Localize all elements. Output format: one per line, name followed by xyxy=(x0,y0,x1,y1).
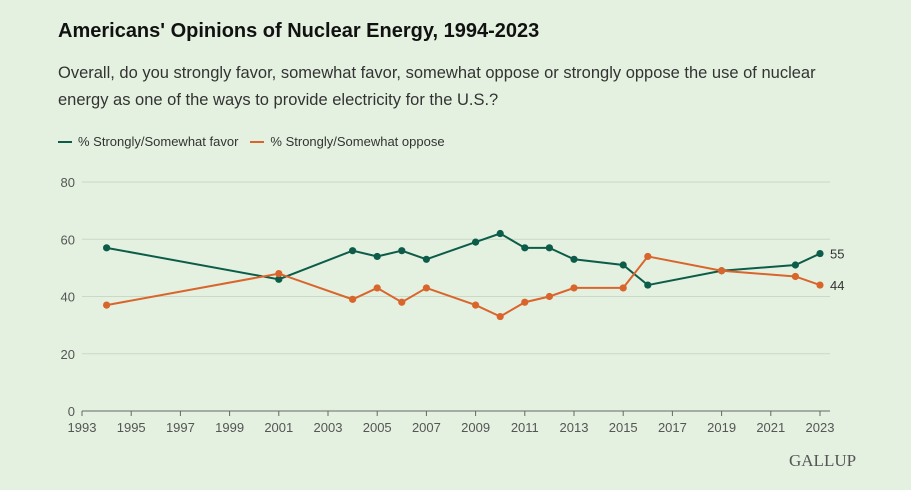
data-point-favor xyxy=(349,247,357,255)
legend-swatch-favor xyxy=(58,140,72,143)
x-tick-label: 2011 xyxy=(511,420,539,435)
x-tick-label: 2003 xyxy=(314,420,343,435)
data-point-oppose xyxy=(349,295,357,303)
data-point-favor xyxy=(373,252,381,261)
legend-item-favor: % Strongly/Somewhat favor xyxy=(58,134,238,149)
data-point-oppose xyxy=(472,301,480,309)
x-tick-label: 2019 xyxy=(707,420,736,435)
x-tick-label: 2001 xyxy=(264,420,293,435)
end-label-oppose: 44 xyxy=(830,278,844,293)
y-tick-label: 20 xyxy=(61,347,75,362)
data-point-oppose xyxy=(373,284,381,292)
x-tick-label: 2007 xyxy=(412,420,441,435)
y-tick-label: 60 xyxy=(61,232,75,247)
data-point-favor xyxy=(103,244,111,252)
x-tick-label: 1995 xyxy=(117,420,146,435)
x-tick-label: 2021 xyxy=(756,420,785,435)
data-point-favor xyxy=(472,238,480,246)
data-point-favor xyxy=(545,244,554,252)
series-line-favor xyxy=(106,232,821,287)
data-point-oppose xyxy=(398,298,406,306)
data-point-favor xyxy=(619,261,627,269)
x-tick-label: 2005 xyxy=(363,420,392,435)
chart-title: Americans' Opinions of Nuclear Energy, 1… xyxy=(58,20,540,42)
data-point-oppose xyxy=(103,301,111,309)
x-tick-label: 1997 xyxy=(166,420,195,435)
data-point-favor xyxy=(816,249,824,258)
chart-subtitle: Overall, do you strongly favor, somewhat… xyxy=(58,64,816,109)
data-point-oppose xyxy=(718,267,726,275)
series-line-oppose xyxy=(106,255,821,318)
legend: % Strongly/Somewhat favor % Strongly/Som… xyxy=(58,134,445,149)
legend-label-favor: % Strongly/Somewhat favor xyxy=(78,134,239,149)
legend-label-oppose: % Strongly/Somewhat oppose xyxy=(270,134,445,149)
x-tick-label: 1993 xyxy=(68,420,97,435)
y-tick-label: 80 xyxy=(61,175,75,190)
data-point-favor xyxy=(496,229,504,238)
data-point-oppose xyxy=(422,284,430,292)
data-point-oppose xyxy=(545,292,554,301)
data-point-favor xyxy=(521,244,529,252)
end-label-favor: 55 xyxy=(830,247,844,262)
data-point-favor xyxy=(570,255,578,263)
data-point-favor xyxy=(422,255,430,263)
legend-swatch-oppose xyxy=(250,140,265,143)
data-point-oppose xyxy=(644,252,652,261)
x-tick-label: 1999 xyxy=(215,420,244,435)
data-point-oppose xyxy=(275,270,283,278)
data-point-oppose xyxy=(791,272,800,281)
legend-item-oppose: % Strongly/Somewhat oppose xyxy=(250,134,445,149)
gallup-logo: GALLUP xyxy=(789,451,857,470)
data-point-oppose xyxy=(619,284,627,292)
data-point-favor xyxy=(275,275,283,283)
y-tick-label: 0 xyxy=(68,404,75,419)
x-tick-label: 2017 xyxy=(658,420,687,435)
data-point-favor xyxy=(398,247,406,255)
data-point-oppose xyxy=(570,284,578,292)
x-tick-label: 2023 xyxy=(806,420,835,435)
data-point-oppose xyxy=(521,298,529,306)
x-tick-label: 2009 xyxy=(461,420,490,435)
data-point-oppose xyxy=(496,312,504,321)
data-point-favor xyxy=(644,281,652,289)
data-point-oppose xyxy=(816,281,824,289)
data-point-favor xyxy=(791,261,800,269)
x-tick-label: 2013 xyxy=(560,420,589,435)
y-tick-label: 40 xyxy=(61,290,75,305)
x-tick-label: 2015 xyxy=(609,420,638,435)
